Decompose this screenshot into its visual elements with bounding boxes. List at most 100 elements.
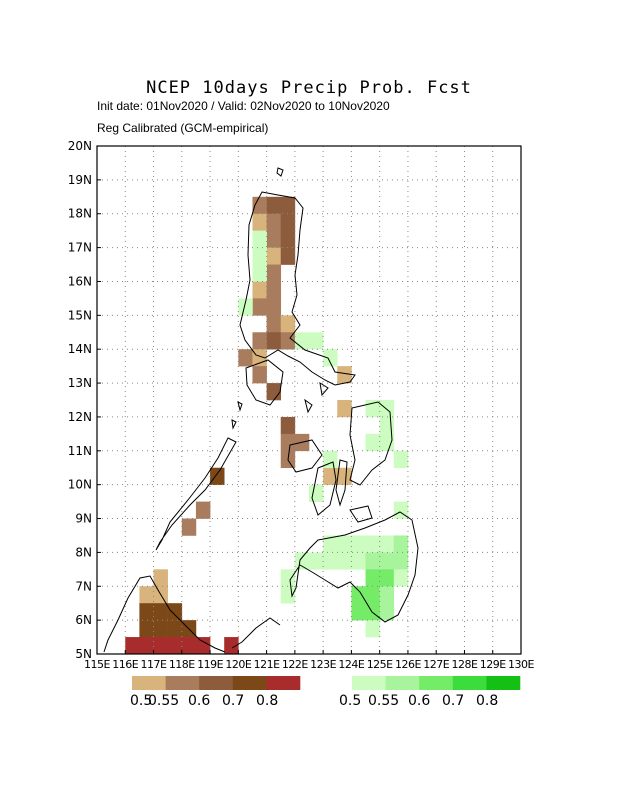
wet-cell [337, 552, 352, 570]
lat-tick-label: 17N [68, 241, 92, 255]
wet-legend-swatch [486, 676, 521, 690]
dry-cell [266, 196, 282, 215]
dry-cell [181, 637, 197, 655]
dry-cell [266, 332, 282, 350]
dry-cell [167, 603, 183, 621]
dry-cell [195, 637, 211, 655]
longitude-tick-labels: 115E 116E 117E 118E 119E 120E 121E 122E 123E 124E… [84, 650, 535, 671]
lon-tick-label: 119E [197, 658, 223, 671]
wet-cell [379, 535, 395, 553]
lat-tick-label: 6N [75, 613, 92, 627]
wet-cell [393, 569, 409, 587]
wet-cell [323, 349, 338, 367]
dry-cell [252, 366, 267, 384]
lat-tick-label: 18N [68, 207, 92, 221]
map-frame [96, 145, 522, 655]
dry-legend-label: 0.6 [188, 693, 211, 709]
lon-tick-label: 122E [282, 658, 308, 671]
lat-tick-label: 19N [68, 173, 92, 187]
coastline-sulu [231, 617, 281, 649]
dry-cell [125, 637, 140, 655]
wet-cell [393, 535, 409, 553]
lat-tick-label: 14N [68, 342, 92, 356]
dry-legend-swatch [232, 676, 267, 690]
dry-cell [280, 213, 296, 231]
dry-cell [153, 620, 168, 638]
dry-cell [337, 366, 352, 384]
dry-cell [167, 637, 183, 655]
lat-tick-label: 15N [68, 308, 92, 322]
wet-cell [294, 552, 310, 570]
lon-tick-label: 129E [480, 658, 506, 671]
dry-cell [266, 264, 282, 282]
dry-cell [252, 196, 267, 215]
dry-cell [337, 400, 352, 418]
lat-tick-label: 13N [68, 376, 92, 390]
dry-cell [280, 247, 296, 265]
dry-cell [266, 230, 282, 248]
lon-tick-label: 115E [84, 658, 110, 671]
coastline-mindoro [245, 359, 284, 406]
wet-cell [351, 603, 366, 621]
coastline-samar-leyte [349, 401, 393, 486]
coastline-borneo [103, 575, 226, 653]
dry-legend-swatch [266, 676, 301, 690]
lon-tick-label: 130E [508, 658, 534, 671]
lon-tick-label: 125E [367, 658, 393, 671]
wet-cell [379, 586, 395, 604]
dry-cell [266, 315, 282, 333]
dry-legend-swatch [165, 676, 200, 690]
wet-cell [365, 586, 380, 604]
lon-tick-label: 120E [225, 658, 251, 671]
wet-cell [252, 247, 267, 265]
wet-cell [323, 552, 338, 570]
dry-cell [323, 467, 338, 485]
lon-tick-label: 121E [254, 658, 280, 671]
wet-legend-label: 0.5 [339, 693, 362, 709]
coastline-bohol [349, 505, 373, 523]
dry-cell [252, 298, 267, 316]
wet-cell [309, 332, 324, 350]
wet-cell [351, 552, 366, 570]
calibration-method: Reg Calibrated (GCM-empirical) [97, 121, 269, 135]
wet-cell [323, 450, 338, 469]
coastline-palawan [155, 437, 237, 551]
dry-cell [195, 501, 211, 519]
wet-cell [365, 620, 380, 638]
lon-tick-label: 124E [338, 658, 364, 671]
dry-cell [252, 281, 267, 299]
lat-tick-label: 20N [68, 139, 92, 153]
lat-tick-label: 12N [68, 410, 92, 424]
lat-tick-label: 9N [75, 512, 92, 526]
wet-cell [323, 535, 338, 553]
latitude-tick-labels: 5N 6N 7N 8N 9N 10N 11N 12N 13N 14N 15N 16N 17N 18N 19N… [68, 139, 101, 661]
wet-cell [379, 416, 395, 435]
dry-cell [153, 569, 168, 587]
dry-cell [139, 637, 154, 655]
dry-cell [337, 467, 352, 485]
lon-tick-label: 127E [423, 658, 449, 671]
coastlines [103, 167, 419, 653]
wet-cell [365, 400, 380, 418]
wet-cell [393, 552, 409, 570]
dry-cell [280, 416, 296, 435]
coastline-cebu [335, 459, 348, 507]
coastline-mindanao [289, 511, 419, 623]
dry-cell [238, 349, 253, 367]
wet-cell [351, 535, 366, 553]
dry-cell [181, 518, 197, 536]
dry-legend-label: 0.8 [256, 693, 279, 709]
lat-tick-label: 7N [75, 579, 92, 593]
dry-cell [224, 637, 239, 655]
wet-cell [309, 484, 324, 502]
wet-legend-swatch [352, 676, 386, 690]
coastline-panay [287, 439, 323, 473]
coastline-luzon [239, 191, 356, 386]
coastline-batanes [276, 167, 284, 177]
dry-cell [280, 196, 296, 215]
dry-legend-swatch [132, 676, 166, 690]
dry-legend-swatch [199, 676, 234, 690]
dry-cell [266, 247, 282, 265]
dry-legend-label: 0.55 [148, 693, 180, 709]
